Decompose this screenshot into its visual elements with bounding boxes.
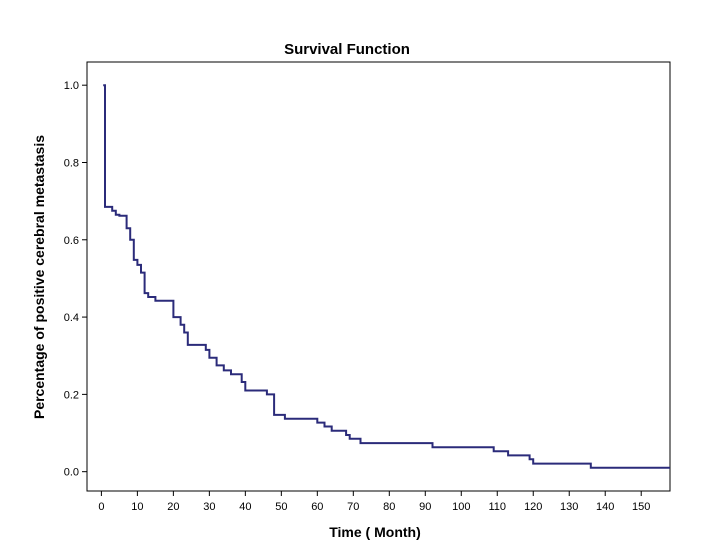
- x-tick-label: 90: [419, 501, 431, 513]
- y-axis-title: Percentage of positive cerebral metastas…: [31, 135, 47, 419]
- y-tick-label: 0.2: [64, 389, 79, 401]
- x-tick-label: 60: [311, 501, 323, 513]
- x-tick-label: 10: [131, 501, 143, 513]
- chart-title: Survival Function: [284, 41, 410, 58]
- x-tick-label: 130: [560, 501, 578, 513]
- plot-frame: [86, 61, 671, 492]
- x-tick-label: 80: [383, 501, 395, 513]
- y-tick-label: 0.4: [64, 312, 79, 324]
- y-tick-label: 0.8: [64, 157, 79, 169]
- x-tick-label: 150: [632, 501, 650, 513]
- x-tick-label: 30: [203, 501, 215, 513]
- x-axis-title: Time ( Month): [329, 524, 421, 540]
- x-axis: 0 10 20 30 40 50 60 70 80 90 100 110 120 130 140 150: [98, 491, 650, 513]
- x-tick-label: 100: [452, 501, 470, 513]
- x-tick-label: 0: [98, 501, 104, 513]
- x-tick-label: 20: [167, 501, 179, 513]
- y-tick-label: 0.6: [64, 235, 79, 247]
- y-tick-label: 0.0: [64, 467, 79, 479]
- x-tick-label: 120: [524, 501, 542, 513]
- x-tick-label: 140: [596, 501, 614, 513]
- x-tick-label: 110: [488, 501, 506, 513]
- y-tick-label: 1.0: [64, 80, 79, 92]
- x-tick-label: 50: [275, 501, 287, 513]
- x-tick-label: 70: [347, 501, 359, 513]
- y-axis: 0.0 0.2 0.4 0.6 0.8 1.0: [64, 80, 87, 479]
- x-tick-label: 40: [239, 501, 251, 513]
- survival-curve: [103, 84, 670, 469]
